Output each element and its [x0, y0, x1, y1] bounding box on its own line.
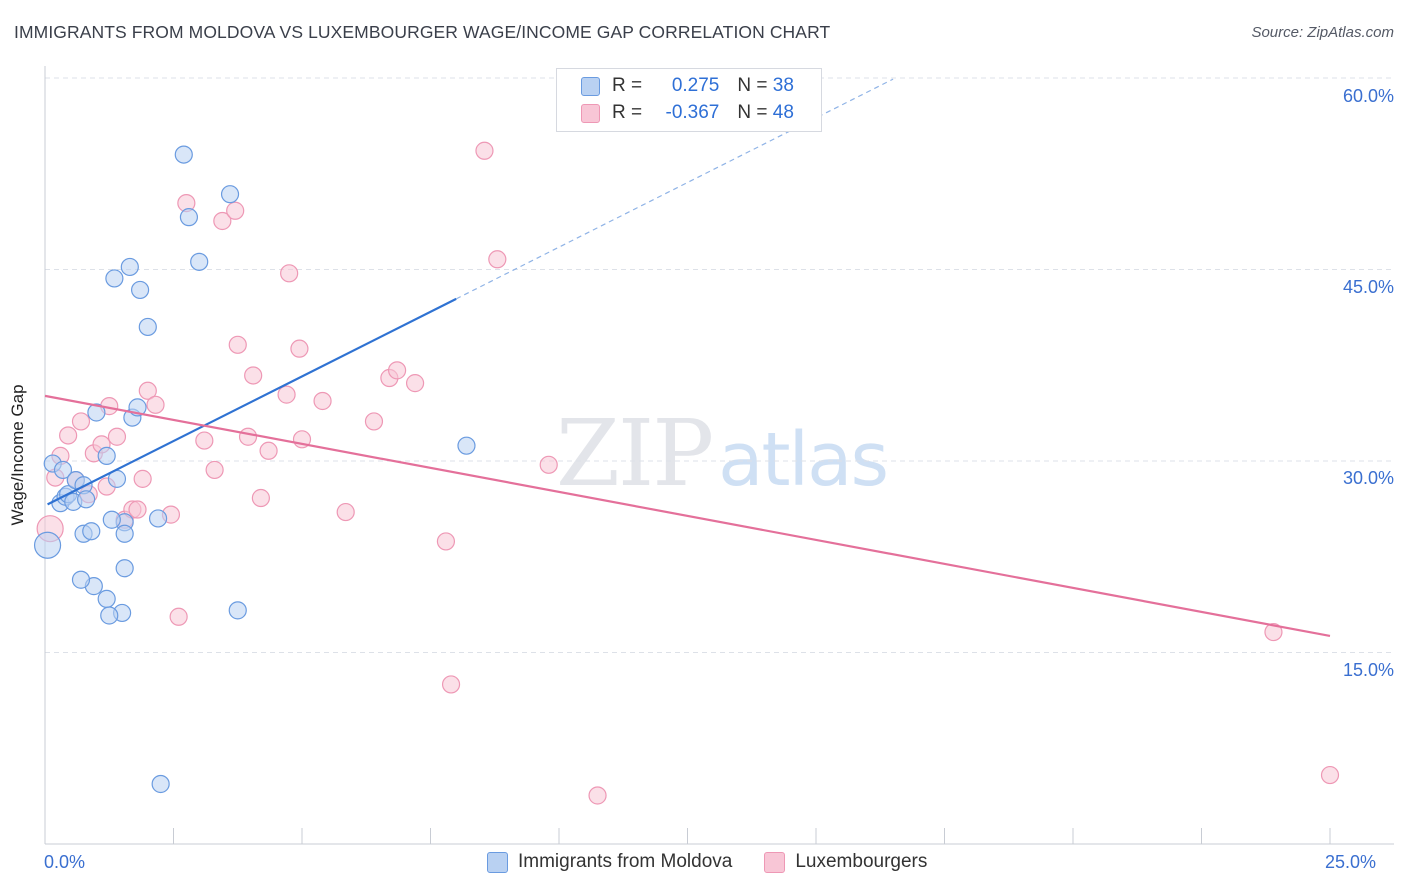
n-label: N = — [737, 75, 773, 96]
data-point — [457, 436, 476, 455]
data-point — [33, 531, 62, 559]
legend-row-moldova: R = 0.275 N = 38 — [581, 73, 794, 99]
n-value: 38 — [772, 75, 794, 96]
r-value: -0.367 — [665, 102, 720, 123]
data-point — [226, 201, 245, 220]
data-point — [71, 570, 91, 589]
data-point — [87, 403, 106, 422]
data-point — [151, 774, 170, 794]
trend-lines — [44, 78, 1331, 637]
series-legend: Immigrants from Moldova Luxembourgers — [487, 851, 959, 873]
n-label: N = — [737, 102, 773, 123]
data-point — [364, 412, 384, 431]
watermark: ZIPatlas — [556, 400, 889, 507]
data-point — [251, 488, 270, 508]
data-point — [1320, 765, 1340, 785]
y-axis-label: Wage/Income Gap — [8, 384, 27, 526]
r-value: 0.275 — [671, 75, 720, 96]
data-point — [179, 208, 199, 227]
data-point — [105, 269, 124, 288]
r-label: R = — [612, 102, 648, 123]
data-point — [244, 366, 263, 385]
data-point — [313, 391, 332, 411]
legend-item-label: Immigrants from Moldova — [518, 851, 733, 872]
data-point — [588, 786, 607, 805]
moldova-trend-line — [47, 297, 457, 506]
axes — [44, 66, 1394, 845]
data-point — [228, 601, 247, 620]
correlation-legend: R = 0.275 N = 38 R = -0.367 N = 48 — [556, 68, 822, 132]
data-point — [336, 502, 355, 522]
data-point — [436, 532, 456, 551]
data-point — [82, 522, 101, 541]
data-point — [488, 250, 507, 269]
data-point — [290, 339, 309, 358]
luxembourgers-trend-line — [44, 394, 1331, 637]
source-label: Source: ZipAtlas.com — [1251, 24, 1394, 41]
data-point — [120, 257, 139, 277]
data-point — [228, 335, 247, 354]
grid — [45, 77, 1394, 653]
moldova-points — [33, 145, 476, 794]
y-tick-label: 30.0% — [1342, 468, 1394, 488]
legend-item-label: Luxembourgers — [795, 851, 928, 872]
x-tick-label: 25.0% — [1325, 852, 1377, 872]
data-point — [174, 145, 193, 164]
y-tick-label: 15.0% — [1342, 660, 1394, 680]
data-point — [475, 141, 494, 160]
data-point — [190, 252, 209, 271]
data-point — [138, 317, 157, 337]
data-point — [387, 361, 407, 380]
pink-swatch-icon — [581, 103, 600, 123]
legend-item-moldova[interactable]: Immigrants from Moldova — [487, 851, 732, 873]
y-tick-label: 45.0% — [1342, 277, 1394, 297]
n-value: 48 — [772, 102, 794, 123]
blue-swatch-icon — [487, 851, 508, 873]
legend-item-luxembourgers[interactable]: Luxembourgers — [764, 851, 927, 873]
data-point — [59, 426, 78, 445]
data-point — [53, 460, 73, 480]
data-point — [148, 509, 168, 528]
chart-title: IMMIGRANTS FROM MOLDOVA VS LUXEMBOURGER … — [14, 22, 831, 42]
data-point — [107, 427, 127, 446]
data-point — [146, 395, 165, 414]
data-point — [277, 385, 296, 404]
data-point — [220, 185, 240, 204]
luxembourgers-points — [36, 141, 1340, 805]
watermark-zip: ZIP — [556, 400, 714, 507]
data-point — [259, 441, 278, 460]
y-tick-label: 60.0% — [1342, 86, 1394, 106]
data-point — [405, 374, 425, 393]
data-point — [97, 446, 116, 465]
watermark-atlas: atlas — [718, 417, 889, 503]
data-point — [77, 490, 96, 509]
data-point — [169, 607, 188, 626]
data-point — [1264, 622, 1283, 642]
r-label: R = — [612, 75, 648, 96]
pink-swatch-icon — [764, 851, 786, 873]
data-point — [205, 460, 224, 480]
data-point — [100, 606, 119, 625]
data-point — [213, 211, 232, 231]
data-point — [138, 381, 157, 400]
data-point — [130, 280, 150, 300]
data-point — [102, 510, 121, 529]
legend-row-luxembourgers: R = -0.367 N = 48 — [581, 100, 794, 126]
blue-swatch-icon — [581, 76, 600, 96]
data-point — [115, 524, 134, 543]
data-point — [238, 427, 258, 446]
data-point — [280, 264, 299, 283]
x-tick-label: 0.0% — [44, 852, 86, 872]
data-point — [441, 675, 461, 694]
data-point — [195, 431, 214, 450]
data-point — [133, 469, 152, 488]
data-point — [71, 412, 91, 431]
data-point — [97, 589, 116, 608]
data-point — [128, 500, 147, 519]
data-point — [115, 559, 134, 578]
data-point — [539, 455, 558, 474]
